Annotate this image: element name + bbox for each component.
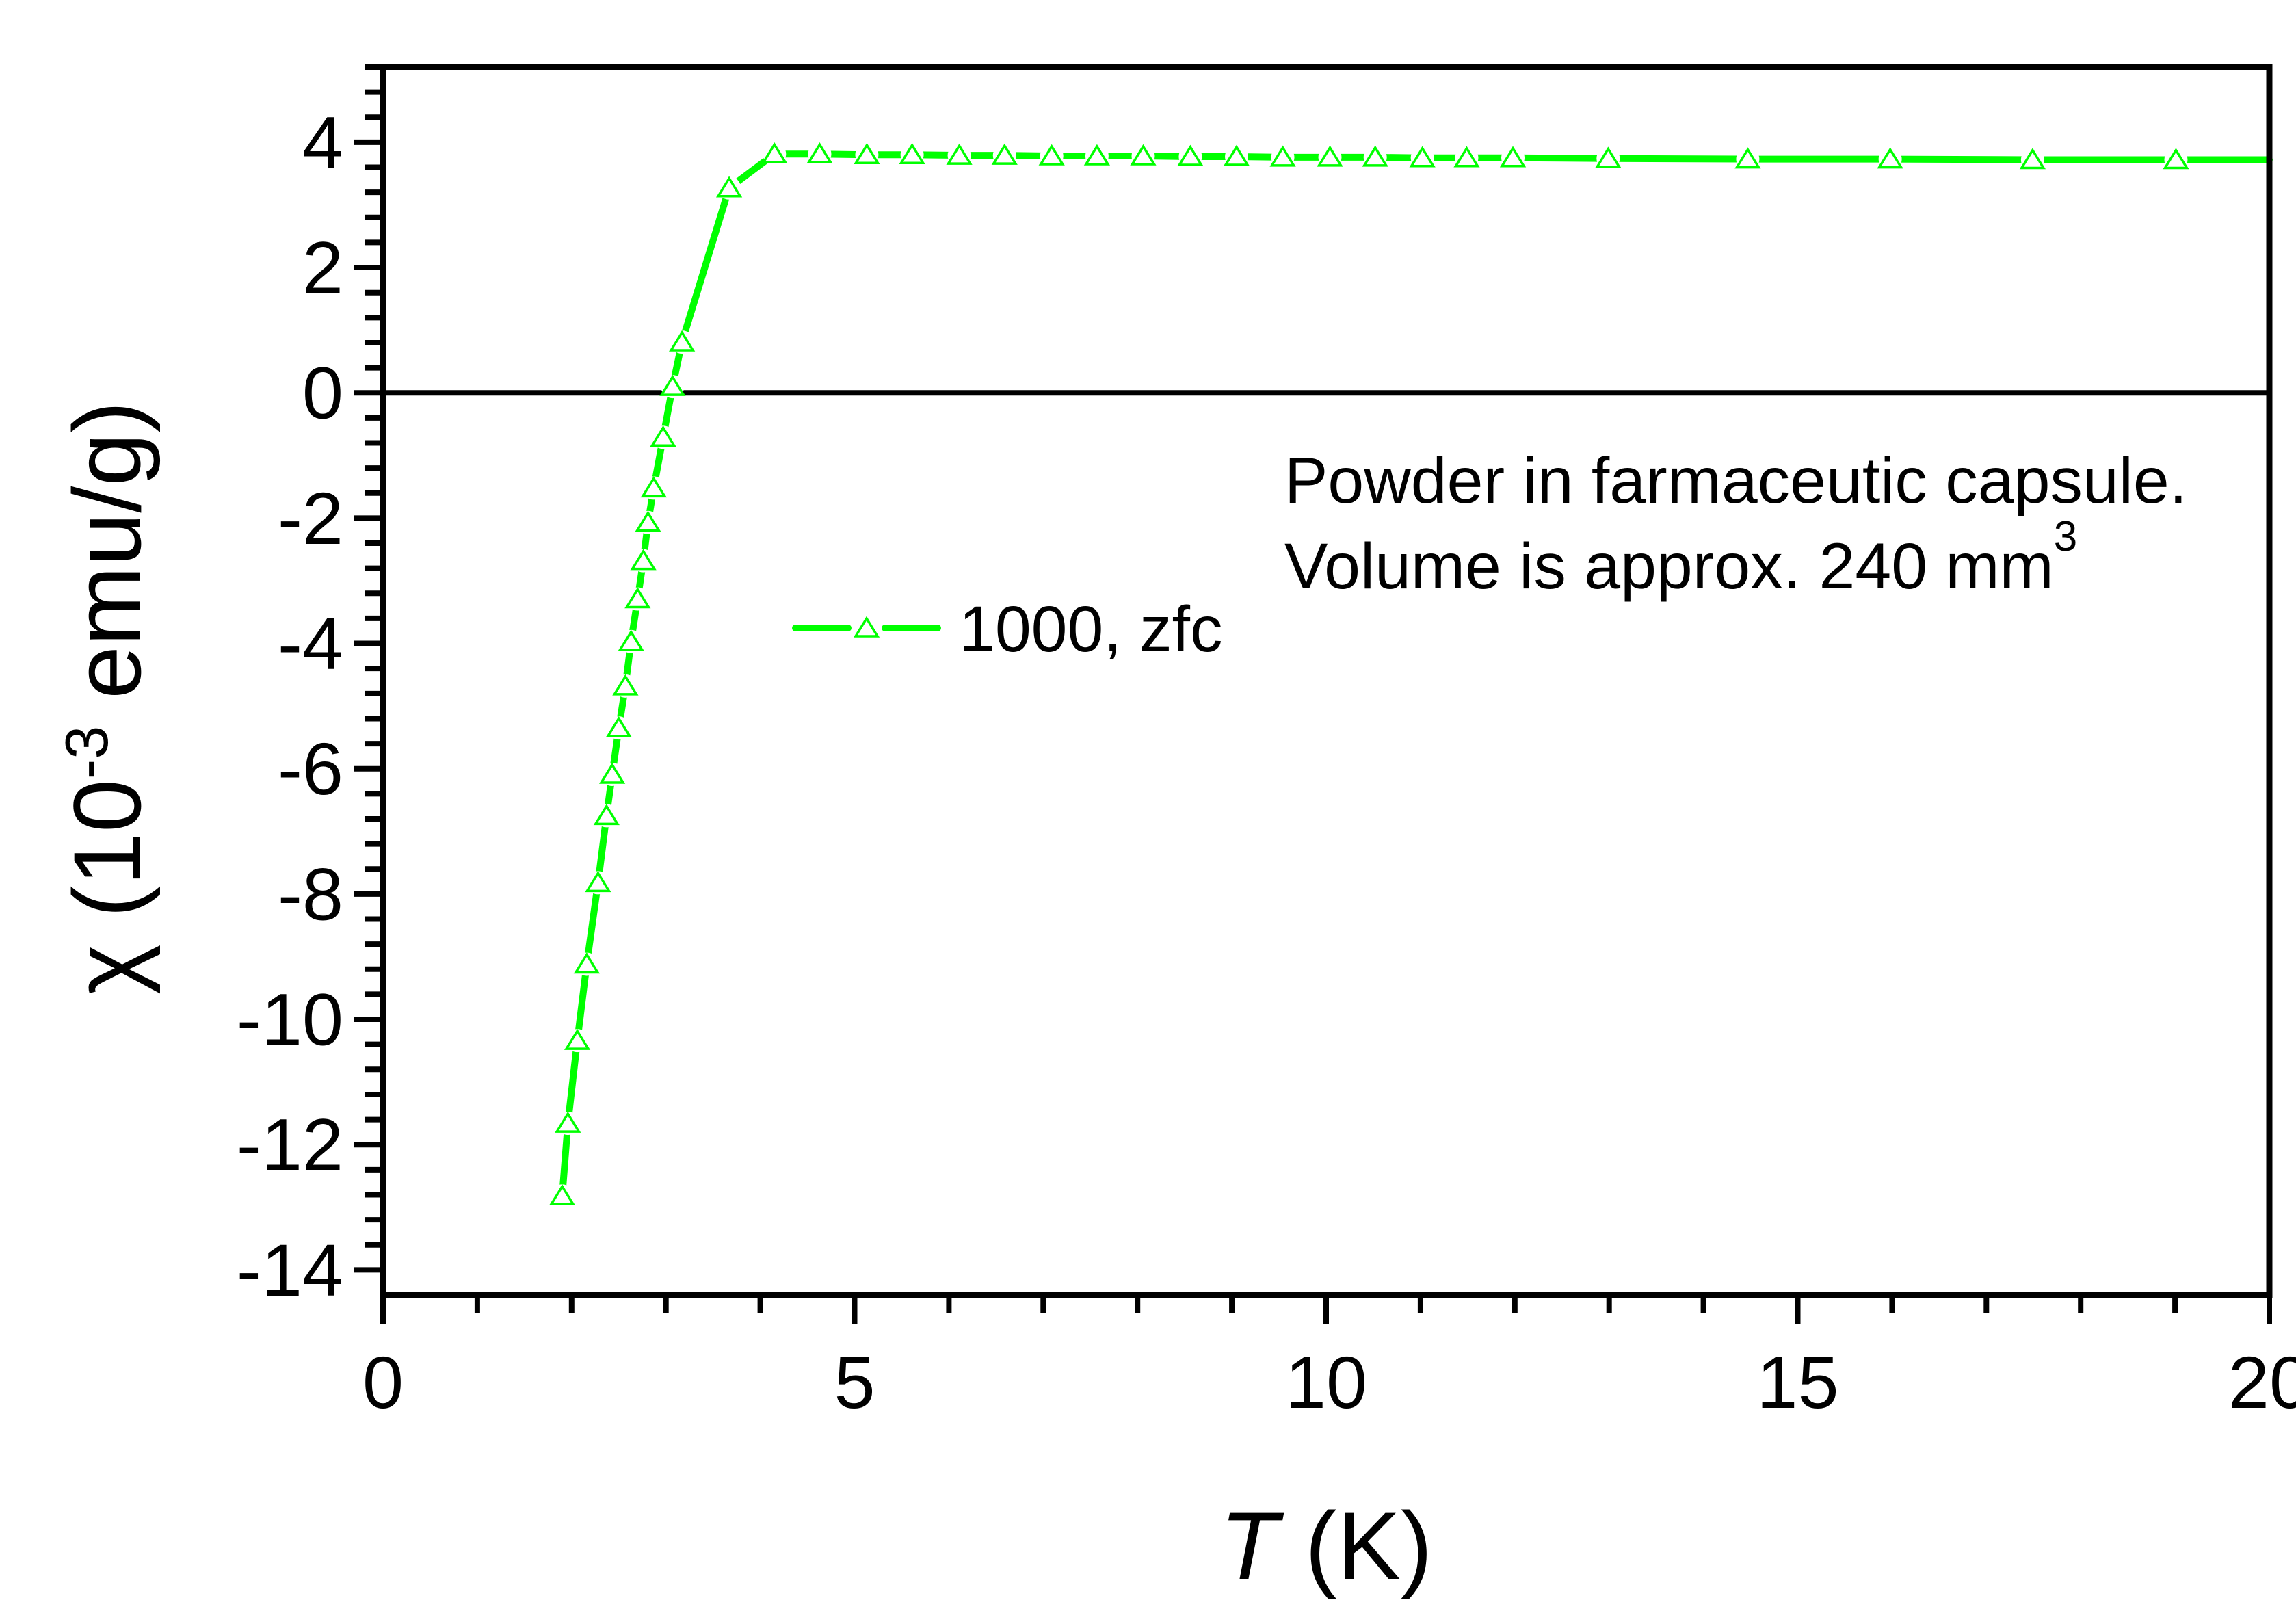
- y-tick-label: 4: [302, 101, 343, 183]
- y-tick-label: -4: [278, 602, 343, 685]
- series-marker-triangle: [1177, 144, 1204, 166]
- plot-frame: [380, 64, 2273, 1298]
- y-tick-label: -8: [278, 852, 343, 935]
- x-axis-title: T (K): [1219, 1492, 1432, 1599]
- series-marker-triangle: [564, 1028, 591, 1050]
- series-marker-triangle: [573, 952, 600, 974]
- y-tick-label: -14: [237, 1229, 343, 1311]
- y-tick-label: 0: [302, 352, 343, 434]
- y-tick-label: -6: [278, 727, 343, 810]
- annotation-line1: Powder in farmaceutic capsule.: [1284, 445, 2187, 517]
- annotation-line2-main: Volume is approx. 240 mm: [1284, 530, 2054, 603]
- series-marker-triangle: [946, 143, 973, 165]
- axis-ticks-group: [354, 64, 2272, 1324]
- series-marker-triangle: [1083, 144, 1111, 166]
- series-marker-triangle: [1362, 145, 1388, 167]
- series-marker-triangle: [630, 549, 657, 571]
- x-tick-label: 15: [1756, 1341, 1838, 1424]
- series-marker-triangle: [1317, 145, 1343, 167]
- legend: 1000, zfc: [792, 593, 1223, 666]
- series-marker-triangle: [549, 1183, 576, 1206]
- series-marker-triangle: [1038, 144, 1065, 166]
- series-marker-triangle: [806, 142, 833, 164]
- series-marker-triangle: [899, 142, 925, 164]
- x-tick-label: 20: [2228, 1341, 2296, 1424]
- series-marker-triangle: [2019, 148, 2046, 170]
- series-marker-triangle: [640, 476, 667, 498]
- annotation: Powder in farmaceutic capsule. Volume is…: [1284, 445, 2187, 603]
- series-marker-triangle: [1130, 144, 1157, 166]
- series-marker-triangle: [624, 587, 651, 609]
- y-tick-label: -10: [237, 978, 343, 1061]
- series-line: [559, 150, 2273, 1200]
- x-tick-label: 0: [362, 1341, 404, 1424]
- y-axis-title: χ (10-3 emu/g): [53, 401, 161, 995]
- series-marker-triangle: [612, 674, 639, 696]
- series-marker-triangle: [593, 804, 620, 826]
- series-marker-triangle: [605, 716, 632, 737]
- series-marker-triangle: [598, 762, 626, 784]
- x-tick-label: 5: [834, 1341, 875, 1424]
- series-marker-triangle: [2163, 148, 2189, 170]
- annotation-line2: Volume is approx. 240 mm3: [1284, 513, 2077, 603]
- series-marker-triangle: [1595, 146, 1622, 168]
- series-marker-triangle: [854, 142, 880, 164]
- series-marker-triangle: [1409, 146, 1436, 168]
- series-marker-triangle: [1269, 145, 1296, 167]
- plot-frame-group: [380, 64, 2273, 1298]
- series-marker-triangle: [650, 425, 676, 447]
- series-marker-triangle: [715, 176, 743, 198]
- y-tick-label: 2: [302, 226, 343, 309]
- series-marker-triangle: [1453, 146, 1480, 168]
- annotation-line2-superscript: 3: [2054, 513, 2077, 560]
- series-marker-triangle: [635, 510, 661, 532]
- x-axis-title-unit: (K): [1278, 1492, 1433, 1599]
- series-marker-triangle: [585, 871, 611, 893]
- series-group: [549, 142, 2273, 1208]
- x-axis-title-symbol: T: [1219, 1492, 1284, 1599]
- x-tick-label: 10: [1285, 1341, 1367, 1424]
- series-marker-triangle: [659, 374, 686, 396]
- y-axis-title-post: emu/g): [53, 401, 161, 726]
- series-marker-triangle: [555, 1111, 581, 1133]
- legend-label: 1000, zfc: [959, 593, 1223, 666]
- y-axis-title-superscript: -3: [53, 726, 120, 779]
- y-tick-label: -2: [278, 477, 343, 560]
- series-marker-triangle: [1223, 144, 1250, 166]
- series-marker-triangle: [1499, 146, 1527, 168]
- series-marker-triangle: [1877, 147, 1903, 169]
- y-axis-title-pre: χ (10: [53, 779, 161, 995]
- series-marker-triangle: [761, 142, 788, 164]
- legend-marker-triangle-icon: [853, 616, 880, 638]
- series-marker-triangle: [669, 330, 696, 352]
- series-marker-triangle: [1734, 147, 1761, 169]
- y-tick-label: -12: [237, 1103, 343, 1186]
- series-marker-triangle: [618, 629, 644, 651]
- series-marker-triangle: [991, 143, 1018, 165]
